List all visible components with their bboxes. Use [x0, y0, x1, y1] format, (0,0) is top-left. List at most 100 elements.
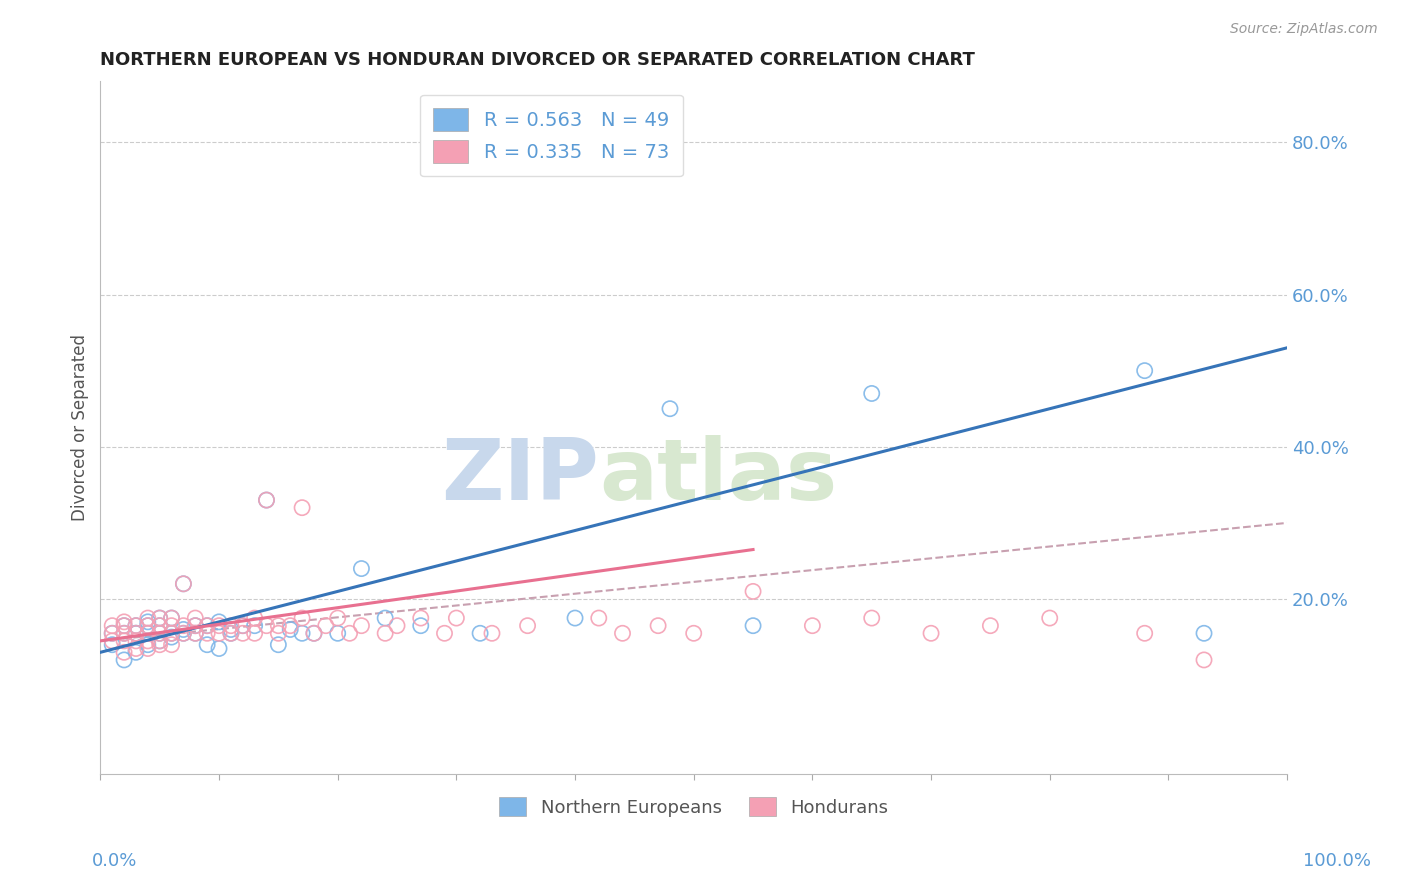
Point: [256, 493, 278, 508]
Point: [267, 626, 290, 640]
Point: [136, 611, 159, 625]
Point: [326, 611, 349, 625]
Point: [136, 626, 159, 640]
Point: [112, 626, 135, 640]
Point: [195, 638, 218, 652]
Point: [481, 626, 503, 640]
Point: [101, 626, 124, 640]
Point: [1192, 626, 1215, 640]
Y-axis label: Divorced or Separated: Divorced or Separated: [72, 334, 89, 521]
Point: [208, 626, 231, 640]
Point: [682, 626, 704, 640]
Point: [160, 618, 183, 632]
Point: [112, 615, 135, 629]
Point: [979, 618, 1001, 632]
Point: [149, 618, 172, 632]
Point: [101, 633, 124, 648]
Point: [112, 626, 135, 640]
Point: [446, 611, 468, 625]
Point: [659, 401, 682, 416]
Point: [125, 626, 148, 640]
Point: [172, 626, 194, 640]
Point: [125, 618, 148, 632]
Point: [302, 626, 325, 640]
Point: [208, 618, 231, 632]
Point: [267, 638, 290, 652]
Point: [160, 611, 183, 625]
Point: [243, 626, 266, 640]
Point: [195, 618, 218, 632]
Point: [468, 626, 491, 640]
Point: [160, 611, 183, 625]
Point: [860, 611, 883, 625]
Point: [433, 626, 456, 640]
Text: NORTHERN EUROPEAN VS HONDURAN DIVORCED OR SEPARATED CORRELATION CHART: NORTHERN EUROPEAN VS HONDURAN DIVORCED O…: [100, 51, 976, 69]
Point: [1133, 364, 1156, 378]
Point: [149, 638, 172, 652]
Point: [350, 618, 373, 632]
Point: [184, 611, 207, 625]
Point: [1192, 653, 1215, 667]
Point: [149, 618, 172, 632]
Point: [184, 626, 207, 640]
Point: [243, 611, 266, 625]
Point: [184, 618, 207, 632]
Point: [742, 584, 765, 599]
Point: [339, 626, 361, 640]
Point: [195, 626, 218, 640]
Point: [208, 615, 231, 629]
Point: [136, 638, 159, 652]
Point: [101, 638, 124, 652]
Point: [219, 626, 242, 640]
Point: [125, 641, 148, 656]
Point: [920, 626, 942, 640]
Point: [101, 626, 124, 640]
Point: [195, 618, 218, 632]
Point: [588, 611, 610, 625]
Point: [326, 626, 349, 640]
Point: [742, 618, 765, 632]
Point: [409, 618, 432, 632]
Point: [149, 611, 172, 625]
Point: [149, 633, 172, 648]
Text: atlas: atlas: [599, 434, 837, 517]
Point: [172, 623, 194, 637]
Point: [291, 626, 314, 640]
Point: [267, 618, 290, 632]
Point: [302, 626, 325, 640]
Point: [385, 618, 408, 632]
Point: [184, 626, 207, 640]
Point: [278, 618, 301, 632]
Legend: Northern Europeans, Hondurans: Northern Europeans, Hondurans: [492, 790, 896, 824]
Text: ZIP: ZIP: [441, 434, 599, 517]
Point: [112, 633, 135, 648]
Point: [219, 623, 242, 637]
Point: [172, 618, 194, 632]
Point: [112, 618, 135, 632]
Point: [612, 626, 634, 640]
Text: Source: ZipAtlas.com: Source: ZipAtlas.com: [1230, 22, 1378, 37]
Point: [291, 611, 314, 625]
Point: [160, 630, 183, 644]
Point: [374, 626, 396, 640]
Point: [160, 626, 183, 640]
Point: [409, 611, 432, 625]
Point: [160, 626, 183, 640]
Point: [232, 626, 254, 640]
Text: 100.0%: 100.0%: [1303, 852, 1371, 870]
Point: [101, 618, 124, 632]
Point: [136, 641, 159, 656]
Point: [112, 645, 135, 659]
Point: [219, 626, 242, 640]
Point: [112, 618, 135, 632]
Point: [184, 618, 207, 632]
Point: [136, 618, 159, 632]
Point: [208, 641, 231, 656]
Point: [125, 626, 148, 640]
Text: 0.0%: 0.0%: [91, 852, 136, 870]
Point: [125, 618, 148, 632]
Point: [801, 618, 824, 632]
Point: [125, 633, 148, 648]
Point: [350, 561, 373, 575]
Point: [256, 493, 278, 508]
